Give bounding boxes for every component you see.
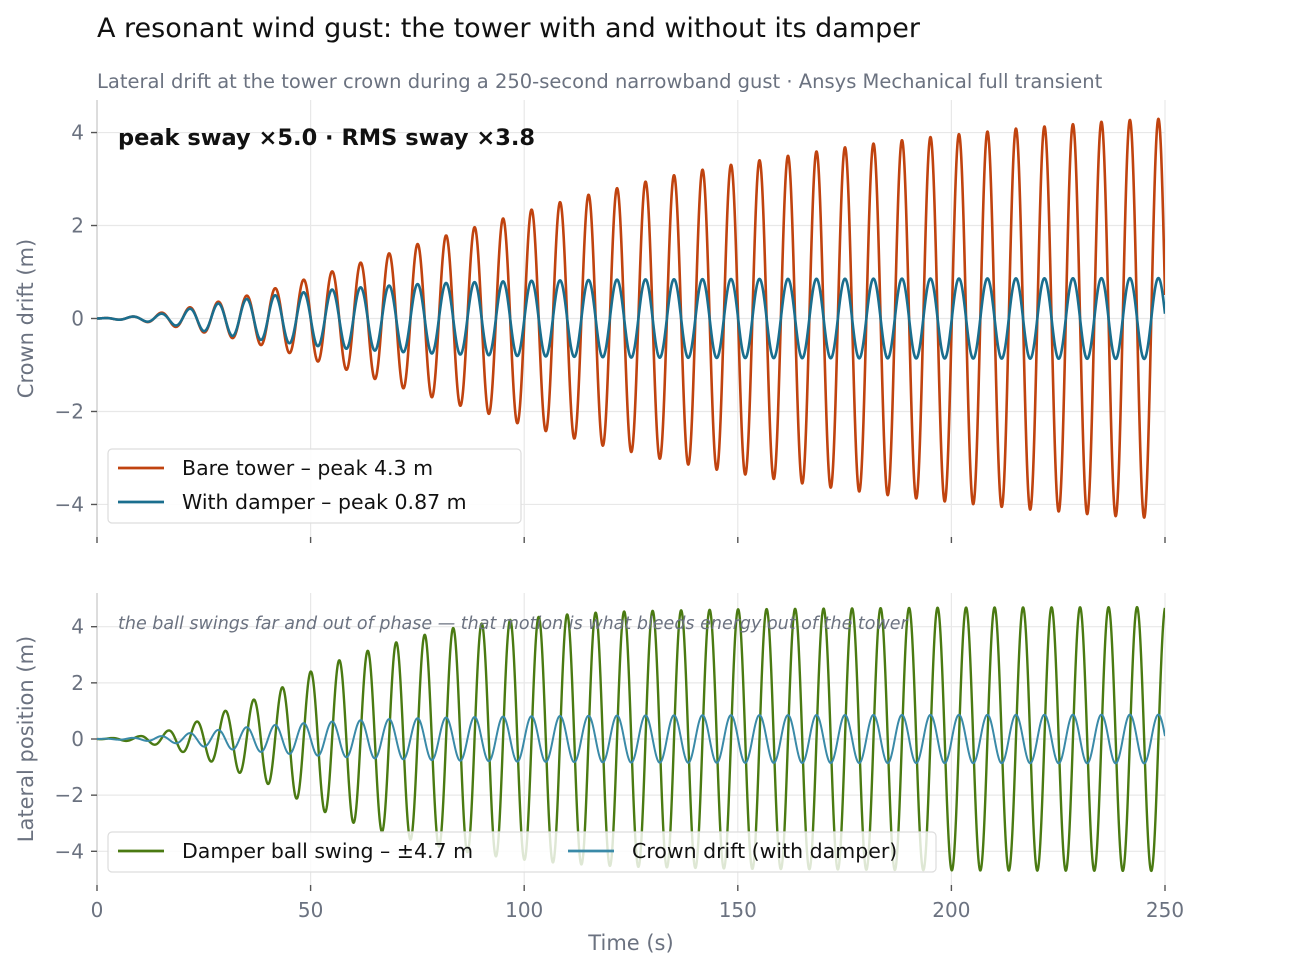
legend-entry: Bare tower – peak 4.3 m bbox=[182, 456, 433, 480]
bottom-panel-damper-ball: 0 50 100 150 200 250 −4 −2 0 2 4 Lateral position (… bbox=[14, 593, 1184, 955]
y-tick-label: 4 bbox=[71, 121, 84, 145]
x-tick-label: 250 bbox=[1146, 898, 1184, 922]
legend-entry: With damper – peak 0.87 m bbox=[182, 490, 467, 514]
y-tick-label: 4 bbox=[71, 615, 84, 639]
y-tick-label: 2 bbox=[71, 214, 84, 238]
y-tick-label: 0 bbox=[71, 727, 84, 751]
legend-box bbox=[107, 448, 522, 524]
legend-entry: Crown drift (with damper) bbox=[632, 839, 897, 863]
y-axis-label: Crown drift (m) bbox=[14, 239, 38, 398]
chart-subtitle: Lateral drift at the tower crown during … bbox=[97, 70, 1103, 93]
series-line-0 bbox=[97, 117, 1165, 519]
y-tick-label: −4 bbox=[55, 492, 84, 516]
x-tick-label: 50 bbox=[298, 898, 323, 922]
series-line-1 bbox=[97, 276, 1165, 361]
y-tick-label: 2 bbox=[71, 671, 84, 695]
y-axis-label: Lateral position (m) bbox=[14, 636, 38, 842]
y-tick-label: 0 bbox=[71, 307, 84, 331]
series-line-0 bbox=[97, 605, 1165, 873]
y-tick-label: −2 bbox=[55, 783, 84, 807]
chart-title: A resonant wind gust: the tower with and… bbox=[97, 13, 921, 44]
x-tick-label: 150 bbox=[719, 898, 757, 922]
x-tick-label: 0 bbox=[91, 898, 104, 922]
phase-note: the ball swings far and out of phase — t… bbox=[118, 614, 910, 634]
y-tick-label: −2 bbox=[55, 399, 84, 423]
series-line-1 bbox=[97, 713, 1165, 765]
x-axis-label: Time (s) bbox=[587, 931, 673, 955]
legend-box bbox=[107, 831, 937, 873]
top-panel-crown-drift: −4 −2 0 2 4 Crown drift (m) peak sway ×5.0 · R… bbox=[14, 100, 1166, 543]
legend-entry: Damper ball swing – ±4.7 m bbox=[182, 839, 473, 863]
ratio-annotation: peak sway ×5.0 · RMS sway ×3.8 bbox=[118, 125, 535, 151]
x-tick-label: 100 bbox=[505, 898, 543, 922]
y-tick-label: −4 bbox=[55, 839, 84, 863]
x-tick-label: 200 bbox=[932, 898, 970, 922]
